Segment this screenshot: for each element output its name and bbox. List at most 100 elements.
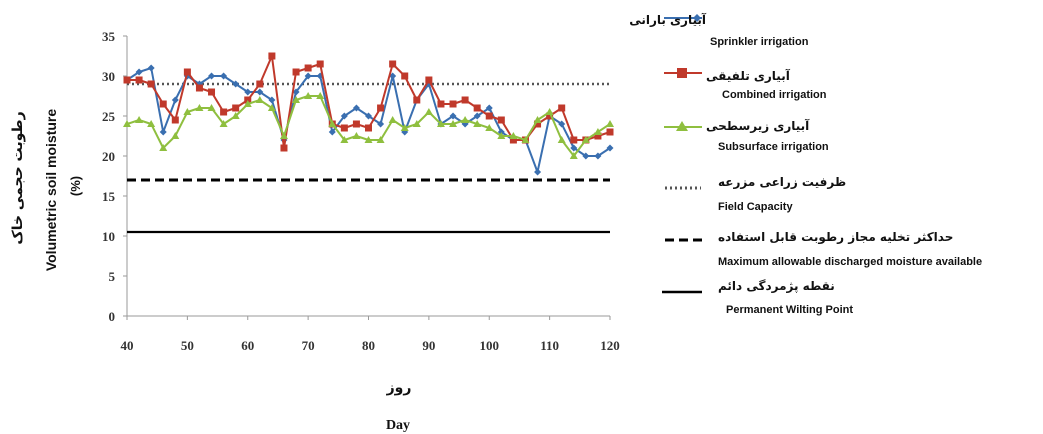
x-tick-label: 110: [540, 338, 559, 353]
data-point: [159, 100, 167, 108]
data-point: [195, 104, 204, 111]
data-point: [268, 52, 276, 60]
data-point: [413, 96, 421, 104]
data-point: [147, 64, 155, 72]
data-point: [340, 136, 349, 143]
data-point: [606, 120, 614, 127]
data-point: [219, 120, 228, 127]
x-tick-label: 60: [241, 338, 254, 353]
data-point: [545, 108, 554, 115]
data-point: [220, 108, 228, 116]
data-point: [425, 76, 433, 84]
data-point: [606, 128, 614, 136]
data-point: [557, 136, 566, 143]
data-point: [485, 112, 493, 120]
series-0: [123, 64, 614, 176]
data-point: [159, 128, 167, 136]
data-point: [352, 132, 361, 139]
data-point: [232, 80, 240, 88]
data-point: [388, 116, 397, 123]
legend-sprinkler-marker: [693, 14, 701, 22]
data-point: [292, 88, 300, 96]
x-tick-label: 40: [121, 338, 134, 353]
data-point: [256, 88, 264, 96]
data-point: [376, 136, 385, 143]
data-point: [412, 120, 421, 127]
data-point: [606, 144, 614, 152]
data-point: [279, 132, 288, 139]
data-point: [267, 104, 276, 111]
data-point: [280, 144, 288, 152]
data-point: [533, 116, 542, 123]
data-point: [159, 144, 168, 151]
data-point: [171, 96, 179, 104]
data-point: [123, 120, 131, 127]
data-point: [401, 72, 409, 80]
data-point: [485, 124, 494, 131]
data-point: [292, 68, 300, 76]
data-point: [316, 92, 325, 99]
x-tick-label: 100: [480, 338, 500, 353]
data-point: [424, 108, 433, 115]
data-point: [183, 68, 191, 76]
data-point: [244, 88, 252, 96]
data-point: [377, 104, 385, 112]
legend-subsurface-marker: [676, 121, 688, 131]
data-point: [352, 104, 360, 112]
data-point: [581, 136, 590, 143]
data-point: [546, 112, 554, 120]
data-point: [147, 80, 155, 88]
data-point: [243, 100, 252, 107]
data-point: [377, 120, 385, 128]
data-point: [195, 84, 203, 92]
data-point: [364, 136, 373, 143]
data-point: [436, 120, 445, 127]
data-point: [352, 120, 360, 128]
x-tick-label: 80: [362, 338, 375, 353]
data-point: [135, 116, 144, 123]
series-line-1: [127, 55, 611, 149]
data-point: [497, 116, 505, 124]
data-point: [232, 104, 240, 112]
data-point: [485, 104, 493, 112]
data-point: [582, 152, 590, 160]
y-tick-label: 5: [109, 269, 116, 284]
data-point: [449, 100, 457, 108]
legend-field-capacity-label-fa: ظرفیت زراعی مزرعه: [718, 175, 846, 189]
data-point: [509, 136, 517, 144]
x-axis-label-fa: روز: [386, 380, 412, 396]
data-point: [340, 112, 348, 120]
data-point: [365, 112, 372, 120]
data-point: [473, 104, 481, 112]
data-point: [231, 112, 240, 119]
legend-mad-label-fa: حداکثر تخلیه مجاز رطوبت قابل استفاده: [718, 230, 953, 245]
data-point: [594, 132, 602, 140]
y-tick-label: 30: [102, 69, 115, 84]
data-point: [594, 152, 602, 160]
data-point: [497, 132, 506, 139]
data-point: [328, 120, 337, 127]
data-point: [473, 112, 481, 120]
legend-subsurface-label-en: Subsurface irrigation: [718, 141, 829, 153]
data-point: [509, 132, 518, 139]
x-tick-label: 90: [422, 338, 435, 353]
data-point: [123, 76, 131, 84]
data-point: [208, 72, 216, 80]
legend-sprinkler-label-fa: آبیاری بارانی: [629, 12, 707, 27]
legend-mad-label-en: Maximum allowable discharged moisture av…: [718, 256, 982, 268]
y-axis-label-fa: رطوبت حجمی خاک: [10, 111, 26, 244]
y-tick-label: 15: [102, 189, 116, 204]
data-point: [593, 128, 602, 135]
data-point: [328, 128, 336, 136]
series-group: [123, 52, 614, 176]
data-point: [521, 136, 530, 143]
data-point: [135, 68, 143, 76]
series-2: [123, 92, 614, 159]
x-tick-label: 70: [302, 338, 315, 353]
data-point: [534, 120, 542, 128]
x-tick-label: 50: [181, 338, 194, 353]
data-point: [558, 104, 566, 112]
data-point: [255, 96, 264, 103]
legend-subsurface-label-fa: آبیاری زیرسطحی: [706, 118, 810, 133]
